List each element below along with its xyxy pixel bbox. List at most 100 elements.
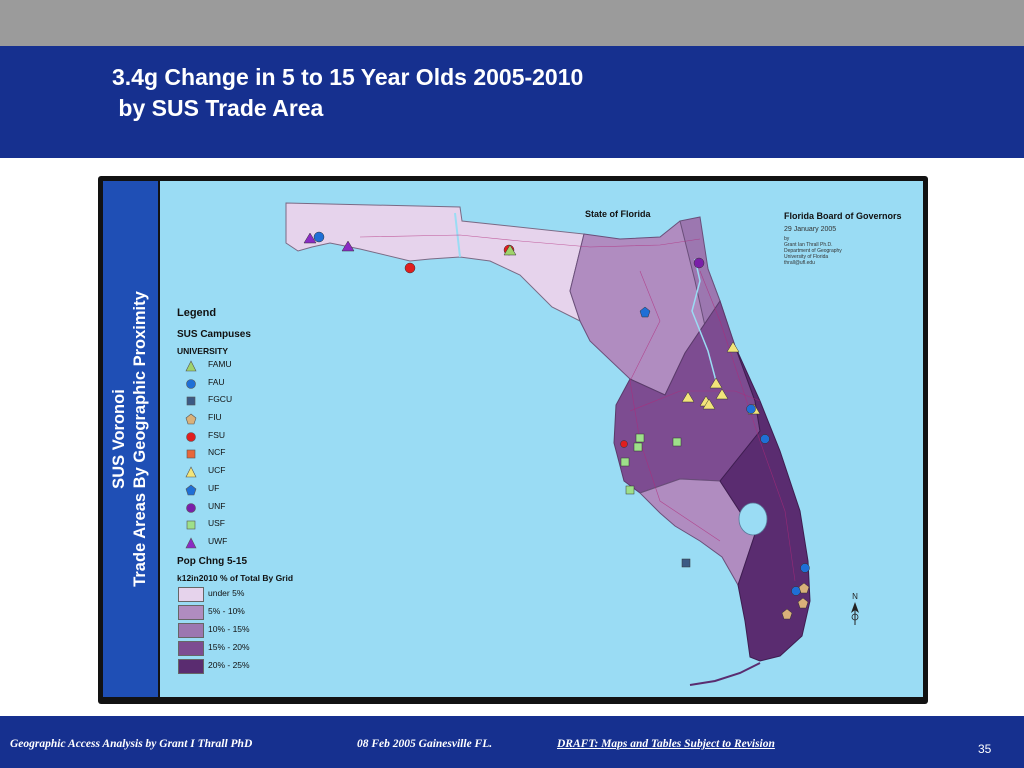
- circle-icon: [186, 431, 196, 442]
- board-title: Florida Board of Governors: [784, 211, 902, 221]
- legend-label: UF: [208, 482, 220, 493]
- southeast-region: [719, 345, 811, 662]
- legend-row-usf: USF: [177, 516, 293, 534]
- board-info: Florida Board of Governors 29 January 20…: [784, 211, 902, 266]
- fsu-marker: [404, 262, 416, 274]
- class-label: 10% - 15%: [208, 623, 250, 634]
- legend-class-row: 15% - 20%: [177, 640, 293, 658]
- legend-row-fgcu: FGCU: [177, 392, 293, 410]
- legend-label: FIU: [208, 412, 222, 423]
- footer-band: [0, 716, 1024, 768]
- legend-row-unf: UNF: [177, 499, 293, 517]
- legend-row-fiu: FIU: [177, 410, 293, 428]
- legend-row-fau: FAU: [177, 375, 293, 393]
- legend-label: UNF: [208, 500, 226, 511]
- legend-label: UWF: [208, 535, 228, 546]
- ucf-marker: [726, 341, 740, 353]
- fau-marker: [746, 404, 756, 414]
- class-swatch: [178, 586, 204, 602]
- legend-class-row: 10% - 15%: [177, 622, 293, 640]
- legend-label: FAMU: [208, 359, 232, 369]
- fiu-marker: [781, 608, 793, 620]
- pop-heading: Pop Chng 5-15: [177, 555, 248, 567]
- class-swatch: [178, 658, 204, 674]
- footer-draft-notice: DRAFT: Maps and Tables Subject to Revisi…: [557, 738, 775, 750]
- legend-row-ucf: UCF: [177, 463, 293, 481]
- triangle-icon: [185, 466, 197, 478]
- usf-marker: [620, 457, 630, 467]
- side-label-line2: Trade Areas By Geographic Proximity: [131, 291, 149, 587]
- legend-class-row: 5% - 10%: [177, 604, 293, 622]
- legend-class-row: 20% - 25%: [177, 658, 293, 676]
- florida-map: [285, 202, 811, 686]
- class-swatch: [178, 604, 204, 620]
- legend-title: Legend: [177, 307, 217, 319]
- fiu-marker: [798, 582, 810, 594]
- side-label: SUS Voronoi Trade Areas By Geographic Pr…: [109, 259, 151, 619]
- uwf-marker: [341, 240, 355, 252]
- class-label: 20% - 25%: [208, 659, 250, 670]
- fau-marker: [760, 434, 770, 444]
- credit-line: Department of Geography: [784, 248, 842, 254]
- side-bar: [103, 181, 158, 697]
- class-swatch: [178, 640, 204, 656]
- triangle-icon: [185, 537, 197, 549]
- campus-heading: SUS Campuses: [177, 329, 251, 340]
- circle-icon: [186, 378, 196, 389]
- campus-subheading: UNIVERSITY: [177, 346, 229, 356]
- north-arrow-icon: N: [851, 592, 859, 625]
- fgcu-marker: [681, 558, 691, 568]
- footer-date: 08 Feb 2005 Gainesville FL.: [357, 738, 493, 750]
- title-band: [0, 46, 1024, 158]
- legend-label: FGCU: [208, 394, 233, 405]
- slide-title: 3.4g Change in 5 to 15 Year Olds 2005-20…: [112, 64, 584, 121]
- square-icon: [186, 450, 196, 459]
- credit-line: thrall@ufl.edu: [784, 260, 815, 266]
- credit-line: by: [784, 236, 790, 242]
- fau-marker: [800, 563, 810, 573]
- ucf-marker: [709, 377, 723, 389]
- legend-row-ncf: NCF: [177, 445, 293, 463]
- usf-marker: [633, 442, 643, 452]
- board-credits: by Grant Ian Thrall Ph.D. Department of …: [784, 236, 902, 266]
- side-label-line1: SUS Voronoi: [110, 389, 128, 489]
- uwf-marker: [303, 232, 317, 244]
- uf-marker: [639, 306, 651, 318]
- road-1: [359, 234, 701, 248]
- credit-line: University of Florida: [784, 254, 829, 260]
- unf-marker: [693, 257, 705, 269]
- road-4: [629, 390, 761, 412]
- north-letter: N: [852, 592, 858, 601]
- famu-marker: [503, 244, 517, 256]
- page-number: 35: [978, 742, 992, 756]
- legend-class-row: under 5%: [177, 586, 293, 604]
- legend-row-fsu: FSU: [177, 428, 293, 446]
- fiu-marker: [797, 597, 809, 609]
- state-label: State of Florida: [585, 209, 651, 219]
- circle-icon: [186, 502, 196, 513]
- ucf-marker: [715, 388, 729, 400]
- lake-okeechobee: [738, 502, 768, 536]
- legend-label: USF: [208, 518, 225, 529]
- river-2: [691, 258, 717, 382]
- legend-row-uwf: UWF: [177, 534, 293, 552]
- class-label: 15% - 20%: [208, 641, 250, 652]
- usf-marker: [625, 485, 635, 495]
- legend-label: FAU: [208, 376, 225, 387]
- fsu-marker: [620, 440, 628, 448]
- legend-label: NCF: [208, 447, 226, 458]
- usf-marker: [635, 433, 645, 443]
- fau-marker: [313, 231, 325, 243]
- square-icon: [186, 397, 196, 406]
- class-label: under 5%: [208, 587, 245, 598]
- square-icon: [186, 520, 196, 530]
- class-swatch: [178, 622, 204, 638]
- top-strip: [0, 0, 1024, 46]
- florida-keys: [689, 662, 761, 686]
- triangle-icon: [185, 360, 197, 372]
- road-2: [629, 270, 721, 542]
- pentagon-icon: [185, 413, 197, 425]
- legend-label: UCF: [208, 465, 226, 476]
- ucf-marker: [681, 391, 695, 403]
- legend-row-famu: FAMU: [177, 357, 293, 375]
